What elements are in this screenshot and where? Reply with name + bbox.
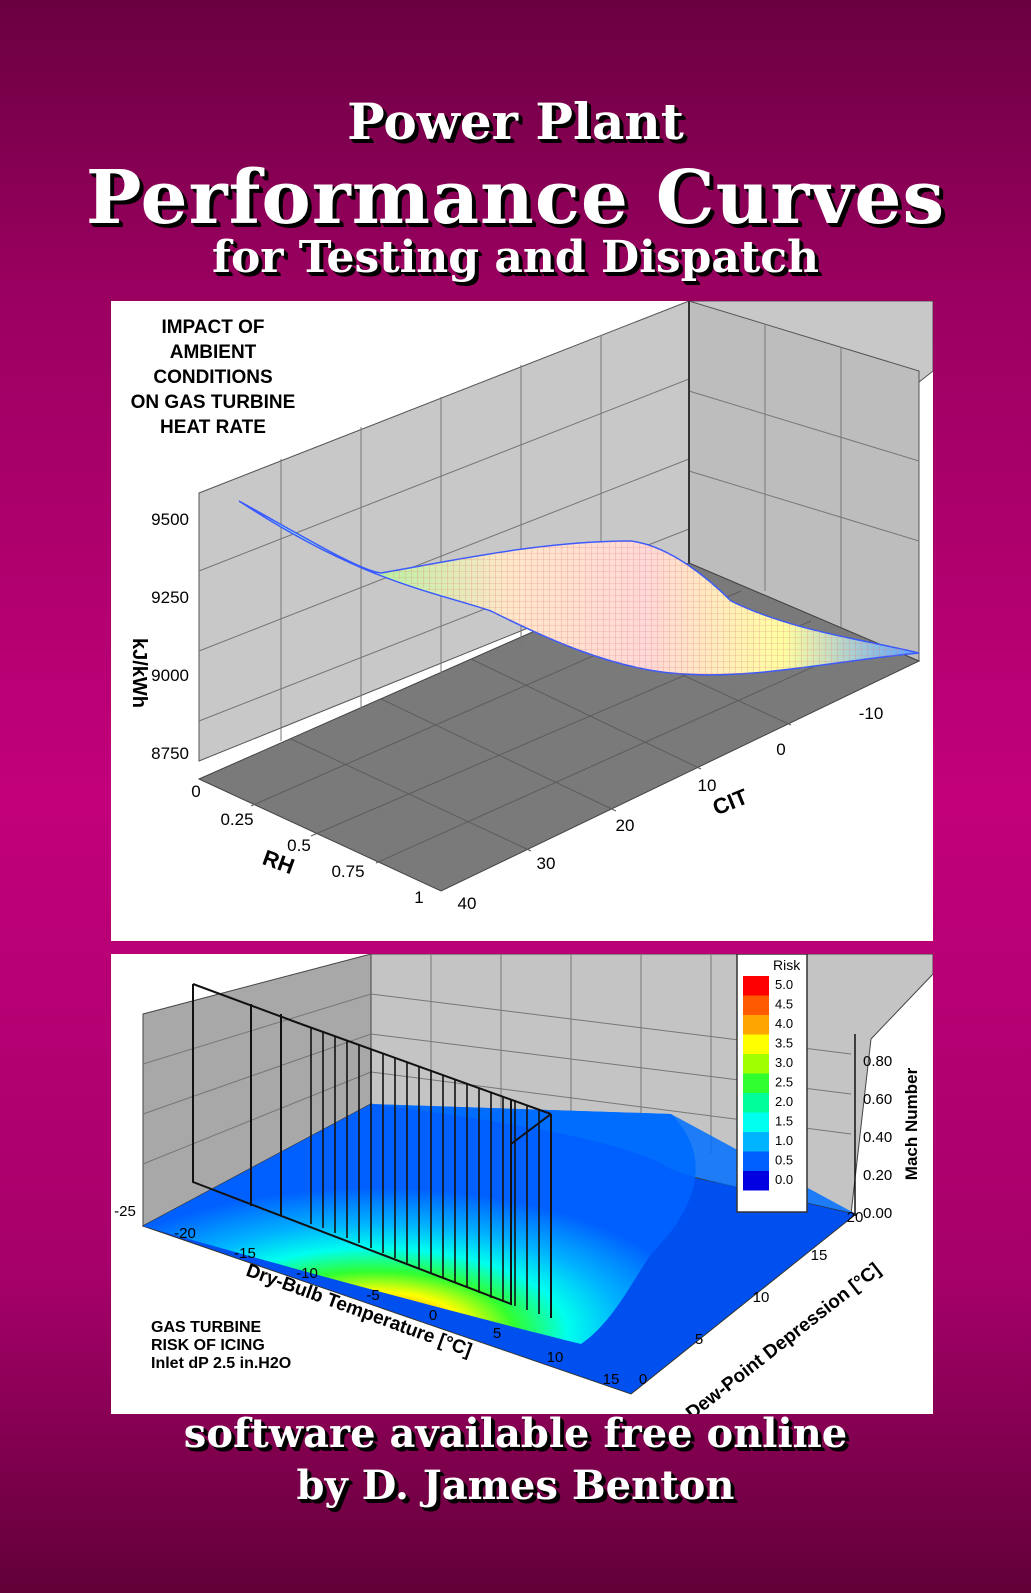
x-tick: -25 [114,1203,136,1220]
x-tick: 10 [547,1349,564,1366]
legend-swatch [743,976,769,996]
legend-label: 4.0 [775,1016,793,1031]
z-tick: 0.40 [863,1129,892,1146]
y-tick: 10 [698,776,717,795]
surface-title-line: HEAT RATE [160,417,266,438]
legend-label: 3.0 [775,1055,793,1070]
x-tick: -5 [366,1287,379,1304]
surface-title-line: IMPACT OF [161,317,264,338]
y-tick: 20 [847,1209,864,1226]
y-tick: 0 [776,740,785,759]
x-tick: 0.25 [220,810,253,829]
y-tick: 10 [753,1289,770,1306]
surface-title-line: AMBIENT [170,342,257,363]
z-tick: 8750 [151,744,189,763]
legend-swatch [743,1171,769,1191]
y-tick: 40 [458,894,477,913]
surface-title-line: CONDITIONS [153,367,272,388]
legend-swatch [743,1093,769,1113]
legend-swatch [743,1015,769,1035]
legend-swatch [743,1151,769,1171]
z-tick: 9250 [151,588,189,607]
legend-label: 2.5 [775,1075,793,1090]
legend-label: 4.5 [775,997,793,1012]
legend-label: 3.5 [775,1036,793,1051]
x-tick: -20 [174,1225,196,1242]
x-tick: -10 [296,1265,318,1282]
legend-label: 0.5 [775,1153,793,1168]
x-tick: -15 [234,1245,256,1262]
surface-title-line: ON GAS TURBINE [131,392,296,413]
legend-label: 0.0 [775,1172,793,1187]
x-tick: 0.75 [331,862,364,881]
z-tick: 0.20 [863,1167,892,1184]
x-tick: 0.5 [287,836,311,855]
z-tick: 0.80 [863,1053,892,1070]
y-tick: -10 [859,704,884,723]
legend-swatch [743,1073,769,1093]
y-tick: 5 [695,1331,703,1348]
x-tick: 0 [191,782,200,801]
legend-label: 5.0 [775,977,793,992]
x-tick: 5 [493,1325,501,1342]
z-tick: 9500 [151,510,189,529]
x-tick: 1 [414,888,423,907]
contour-title-line: Inlet dP 2.5 in.H2O [151,1355,291,1372]
x-tick: 15 [603,1371,620,1388]
y-tick: 20 [616,816,635,835]
legend-swatch [743,1112,769,1132]
legend-swatch [743,995,769,1015]
legend-label: 1.0 [775,1133,793,1148]
legend-swatch [743,1034,769,1054]
x-tick: 0 [429,1307,437,1324]
z-tick: 9000 [151,666,189,685]
footer-line-1: software available free online [183,1410,848,1457]
footer-line-2: by D. James Benton [296,1462,735,1509]
z-axis-label: Mach Number [902,1067,921,1180]
y-tick: 0 [639,1371,647,1388]
legend-label: 1.5 [775,1114,793,1129]
title-line-1: Power Plant [347,92,684,151]
z-tick: 0.00 [863,1205,892,1222]
surface-chart-panel: IMPACT OF AMBIENT CONDITIONS ON GAS TURB… [111,301,933,941]
title-line-2: Performance Curves [85,155,946,241]
y-tick: 15 [811,1247,828,1264]
contour-title-line: GAS TURBINE [151,1319,262,1336]
title-line-3: for Testing and Dispatch [212,232,819,283]
contour-title-line: RISK OF ICING [151,1337,265,1354]
contour-chart-panel: Risk 5.0 4.5 4.0 3.5 3.0 2.5 2.0 1.5 1.0 0.5 0.0 0… [111,954,933,1414]
z-tick: 0.60 [863,1091,892,1108]
z-axis-label: kJ/kWh [128,638,150,708]
legend-title: Risk [773,957,801,973]
legend-swatch [743,1054,769,1074]
y-tick: 30 [537,854,556,873]
legend-swatch [743,1132,769,1152]
contour-chart: Risk 5.0 4.5 4.0 3.5 3.0 2.5 2.0 1.5 1.0 0.5 0.0 0… [114,954,933,1414]
surface-chart: IMPACT OF AMBIENT CONDITIONS ON GAS TURB… [128,301,933,913]
legend-label: 2.0 [775,1094,793,1109]
